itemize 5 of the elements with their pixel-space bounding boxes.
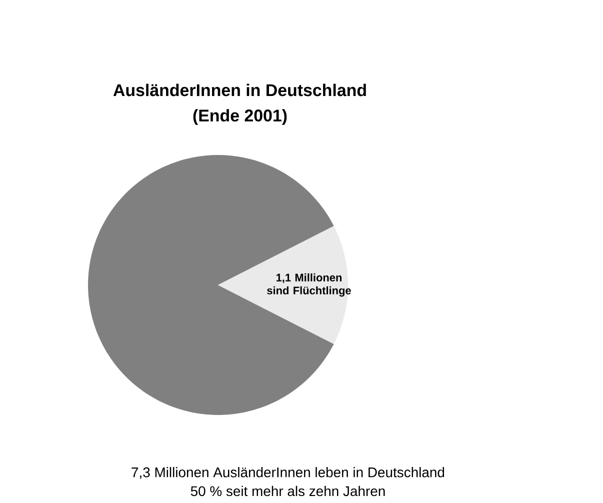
text: 7,3 Millionen AusländerInnen leben in Deutschland: [132, 467, 444, 479]
chart-subtitle: (Ende 2001): [193, 109, 287, 125]
text: 50 % seit mehr als zehn Jahren: [190, 486, 385, 496]
slice-label: 1,1 Millionen sind Flüchtlinge: [267, 273, 351, 297]
chart-title: AusländerInnen in Deutschland: [113, 84, 366, 96]
